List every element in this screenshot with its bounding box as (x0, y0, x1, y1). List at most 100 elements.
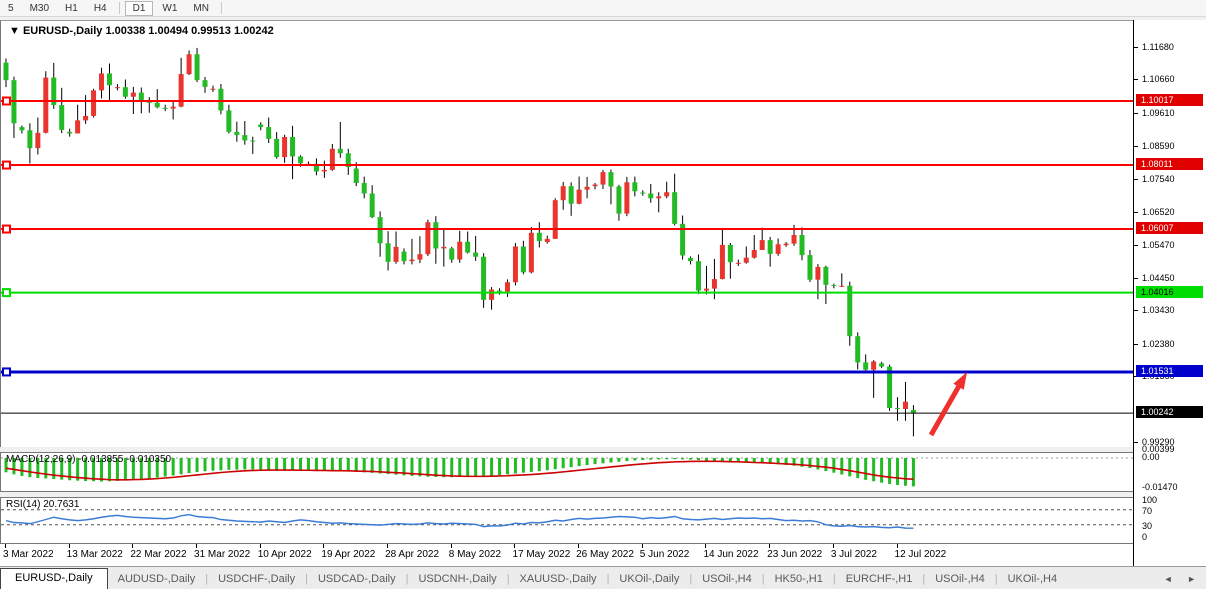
timeframe-button-m30[interactable]: M30 (29, 2, 50, 14)
tab-hk50-h1[interactable]: HK50-,H1 (774, 573, 823, 585)
price-axis-label: 1.10660 (1142, 74, 1175, 85)
price-tick (1134, 179, 1138, 181)
date-axis-label: 12 Jul 2022 (894, 549, 947, 560)
date-tick (5, 544, 6, 548)
rsi-axis-label: 30 (1142, 520, 1153, 531)
date-axis-label: 19 Apr 2022 (321, 549, 376, 560)
symbol-dropdown-icon[interactable]: ▼ (9, 25, 20, 37)
date-axis-label: 13 Mar 2022 (66, 549, 123, 560)
date-tick (259, 544, 261, 548)
price-level-badge: 1.01531 (1136, 364, 1203, 377)
date-tick (769, 544, 771, 548)
price-axis-label: 1.04450 (1142, 272, 1175, 283)
price-tick (1134, 46, 1138, 48)
timeframe-button-mn[interactable]: MN (193, 2, 209, 14)
price-axis-label: 1.11680 (1142, 41, 1174, 52)
timeframe-button-5[interactable]: 5 (8, 2, 14, 14)
tab-eurchf-h1[interactable]: EURCHF-,H1 (845, 573, 913, 585)
rsi-label: RSI(14) 20.7631 (6, 499, 80, 510)
macd-axis-label: 0.00 (1142, 452, 1160, 462)
tab-audusd-daily[interactable]: AUDUSD-,Daily (117, 573, 196, 585)
date-axis-label: 31 Mar 2022 (194, 549, 251, 560)
price-axis-label: 1.06520 (1142, 206, 1175, 217)
price-axis-label: 1.07540 (1142, 174, 1175, 185)
price-tick (1134, 310, 1138, 312)
tab-separator: | (994, 573, 998, 585)
macd-axis-label: 0.00399 (1142, 443, 1175, 454)
tab-separator: | (761, 573, 765, 585)
tab-separator: | (205, 573, 209, 585)
tab-separator: | (832, 573, 836, 585)
tab-scroll-arrows[interactable]: ◄ ► (1163, 574, 1202, 584)
tab-separator: | (689, 573, 693, 585)
tab-usdcnh-daily[interactable]: USDCNH-,Daily (418, 573, 497, 585)
date-axis-label: 23 Jun 2022 (767, 549, 823, 560)
price-axis-label: 1.05470 (1142, 240, 1175, 251)
date-axis-label: 3 Jul 2022 (830, 549, 877, 560)
price-level-badge: 1.00242 (1136, 406, 1203, 419)
tab-usoil-h4[interactable]: USOil-,H4 (935, 573, 985, 585)
price-level-badge: 1.08011 (1136, 158, 1203, 171)
timeframe-button-h1[interactable]: H1 (65, 2, 78, 14)
chart-title: ▼ EURUSD-,Daily 1.00338 1.00494 0.99513 … (9, 25, 274, 37)
tab-separator: | (506, 573, 510, 585)
candlestick-chart[interactable] (1, 21, 1133, 447)
price-tick (1134, 245, 1138, 247)
date-axis-label: 26 May 2022 (576, 549, 634, 560)
tab-usoil-h4[interactable]: USOil-,H4 (702, 573, 752, 585)
tab-ukoil-daily[interactable]: UKOil-,Daily (619, 573, 680, 585)
price-axis-label: 1.09610 (1142, 107, 1175, 118)
date-tick (832, 544, 834, 548)
chart-symbol-label: EURUSD-,Daily (22, 25, 103, 37)
toolbar-separator (220, 2, 222, 14)
price-axis-label: 0.99290 (1142, 437, 1175, 448)
price-level-badge: 1.04016 (1136, 285, 1203, 298)
date-tick (450, 544, 452, 548)
timeframe-button-w1[interactable]: W1 (162, 2, 178, 14)
date-axis-label: 3 Mar 2022 (3, 549, 54, 560)
tab-usdcad-daily[interactable]: USDCAD-,Daily (317, 573, 396, 585)
date-tick (705, 544, 707, 548)
macd-label: MACD(12,26,9) -0.013855 -0.010350 (6, 454, 172, 465)
date-axis-label: 10 Apr 2022 (257, 549, 312, 560)
timeframe-button-d1[interactable]: D1 (124, 0, 154, 16)
tab-separator: | (305, 573, 308, 585)
tab-xauusd-daily[interactable]: XAUUSD-,Daily (519, 573, 597, 585)
price-tick (1134, 277, 1138, 279)
tab-separator: | (606, 573, 610, 585)
date-tick (896, 544, 898, 548)
rsi-chart[interactable] (1, 498, 1133, 543)
date-tick (514, 544, 516, 548)
tab-ukoil-h4[interactable]: UKOil-,H4 (1007, 573, 1058, 585)
up-arrow-annotation (928, 372, 967, 437)
macd-axis-label: -0.01470 (1142, 482, 1178, 492)
chart-ohlc-values: 1.00338 1.00494 0.99513 1.00242 (105, 25, 274, 37)
timeframe-button-h4[interactable]: H4 (93, 2, 107, 14)
date-tick (196, 544, 198, 548)
date-tick (323, 544, 325, 548)
price-axis[interactable]: 1.11680 1.10660 1.09610 1.08590 1.07540 1.065… (1133, 20, 1206, 566)
price-tick (1134, 79, 1138, 81)
tab-separator: | (922, 573, 926, 585)
date-axis-label: 28 Apr 2022 (385, 549, 440, 560)
toolbar-separator (118, 2, 120, 14)
tab-usdchf-daily[interactable]: USDCHF-,Daily (218, 573, 296, 585)
date-tick (132, 544, 134, 548)
price-tick (1134, 442, 1138, 444)
rsi-panel[interactable]: RSI(14) 20.7631 (0, 497, 1133, 544)
main-chart-panel[interactable]: ▼ EURUSD-,Daily 1.00338 1.00494 0.99513 … (0, 20, 1133, 447)
price-axis-label: 1.03430 (1142, 305, 1175, 316)
timeframe-toolbar: 5 M30 H1 H4 D1 W1 MN (0, 0, 1206, 17)
price-axis-label: 1.02380 (1142, 338, 1175, 349)
macd-chart[interactable] (1, 453, 1133, 491)
date-axis-label: 17 May 2022 (512, 549, 571, 560)
date-axis-label: 22 Mar 2022 (130, 549, 187, 560)
price-level-badge: 1.06007 (1136, 222, 1203, 235)
tab-separator: | (405, 573, 409, 585)
tab-eurusd-daily[interactable]: EURUSD-,Daily (0, 568, 108, 589)
macd-panel[interactable]: MACD(12,26,9) -0.013855 -0.010350 (0, 452, 1133, 492)
date-axis-label: 14 Jun 2022 (703, 549, 759, 560)
time-axis[interactable]: 3 Mar 2022 13 Mar 2022 22 Mar 2022 31 Mar 2… (0, 544, 1133, 566)
date-tick (387, 544, 389, 548)
date-axis-label: 8 May 2022 (448, 549, 502, 560)
